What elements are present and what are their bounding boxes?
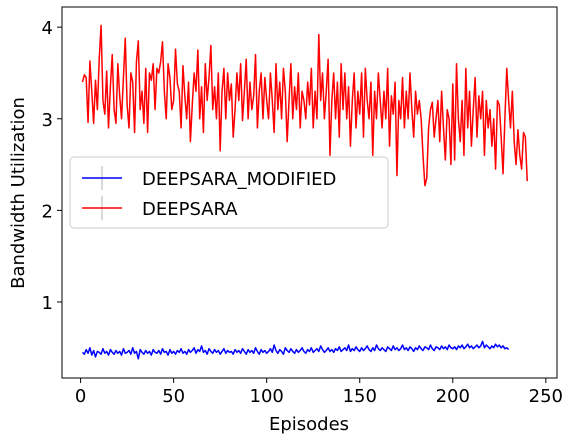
- legend-box: [69, 156, 389, 229]
- x-tick-label: 200: [436, 386, 470, 407]
- legend-label: DEEPSARA: [142, 199, 238, 220]
- series-line: [81, 24, 528, 187]
- y-tick-label: 4: [42, 18, 53, 39]
- x-tick-label: 250: [529, 386, 563, 407]
- y-tick-label: 1: [42, 293, 53, 314]
- y-tick-label: 3: [42, 110, 53, 131]
- legend-label: DEEPSARA_MODIFIED: [142, 169, 336, 190]
- plot-frame: [61, 6, 558, 379]
- x-tick-label: 0: [75, 386, 86, 407]
- legend: DEEPSARA_MODIFIED DEEPSARA: [69, 156, 389, 229]
- x-tick-label: 100: [250, 386, 284, 407]
- x-tick-label: 50: [162, 386, 185, 407]
- x-axis-label: Episodes: [269, 414, 349, 435]
- series-line: [81, 340, 510, 360]
- y-tick-label: 2: [42, 201, 53, 222]
- x-tick-label: 150: [343, 386, 377, 407]
- y-axis-label: Bandwidth Utilization: [8, 97, 29, 289]
